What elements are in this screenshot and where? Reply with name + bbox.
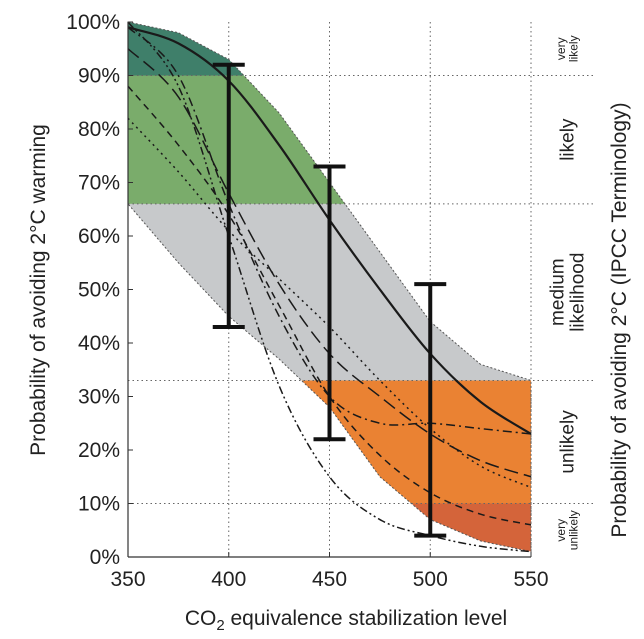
x-tick-label: 500 (413, 568, 448, 591)
band-label-line: unlikely (558, 410, 579, 474)
band-label-line: very (554, 37, 568, 60)
band-label-line: medium (548, 258, 569, 326)
y-tick-label: 0% (90, 546, 120, 569)
y-tick-label: 20% (78, 439, 120, 462)
y-tick-label: 80% (78, 118, 120, 141)
y-tick-label: 30% (78, 386, 120, 409)
band-label-line: unlikely (567, 510, 581, 550)
band-label-line: likely (558, 118, 579, 161)
y-tick-labels: 0% 10% 20% 30% 40% 50% 60% 70% 80% 90% 100% (66, 11, 133, 569)
y-tick-label: 90% (78, 65, 120, 88)
x-tick-label: 550 (513, 568, 548, 591)
x-tick-label: 350 (110, 568, 145, 591)
y-tick-label: 100% (66, 11, 120, 34)
series-line-long-dash (127, 48, 532, 478)
y2-axis-title: Probability of avoiding 2°C (IPCC Termin… (608, 102, 631, 537)
x-axis-title: CO2 equivalence stabilization level (185, 607, 507, 634)
x-tick-label: 450 (312, 568, 347, 591)
series-line-dash-dot-dot (127, 21, 532, 553)
band-likely (128, 75, 345, 204)
error-bars (212, 62, 447, 538)
band-labels: veryunlikelyunlikelymediumlikelihoodlike… (548, 35, 589, 550)
x-tick-labels: 350 400 450 500 550 (110, 552, 549, 591)
band-unlikely (301, 380, 531, 504)
x-tick-label: 400 (211, 568, 246, 591)
x-axis-title-part-1: CO (185, 607, 217, 630)
series-line-dash (127, 85, 532, 526)
band-label-very-unlikely: veryunlikely (554, 510, 581, 550)
envelope-outline (127, 21, 532, 553)
y-axis-title: Probability of avoiding 2°C warming (27, 124, 50, 456)
band-label-likely: likely (558, 118, 579, 161)
band-label-medium-likelihood: mediumlikelihood (548, 253, 589, 332)
band-very-unlikely (411, 503, 531, 552)
band-label-very-likely: verylikely (554, 35, 581, 62)
y-tick-label: 10% (78, 493, 120, 516)
series-line-dash-dot (127, 26, 532, 435)
band-label-line: likely (567, 35, 581, 62)
x-axis-title-part-2: equivalence stabilization level (225, 607, 508, 630)
band-label-line: likelihood (568, 253, 589, 332)
y-tick-label: 50% (78, 279, 120, 302)
y-tick-label: 60% (78, 225, 120, 248)
x-axis-title-subscript: 2 (216, 617, 224, 634)
y-tick-label: 70% (78, 172, 120, 195)
band-label-unlikely: unlikely (558, 410, 579, 474)
band-label-line: very (554, 519, 568, 542)
y-tick-label: 40% (78, 332, 120, 355)
